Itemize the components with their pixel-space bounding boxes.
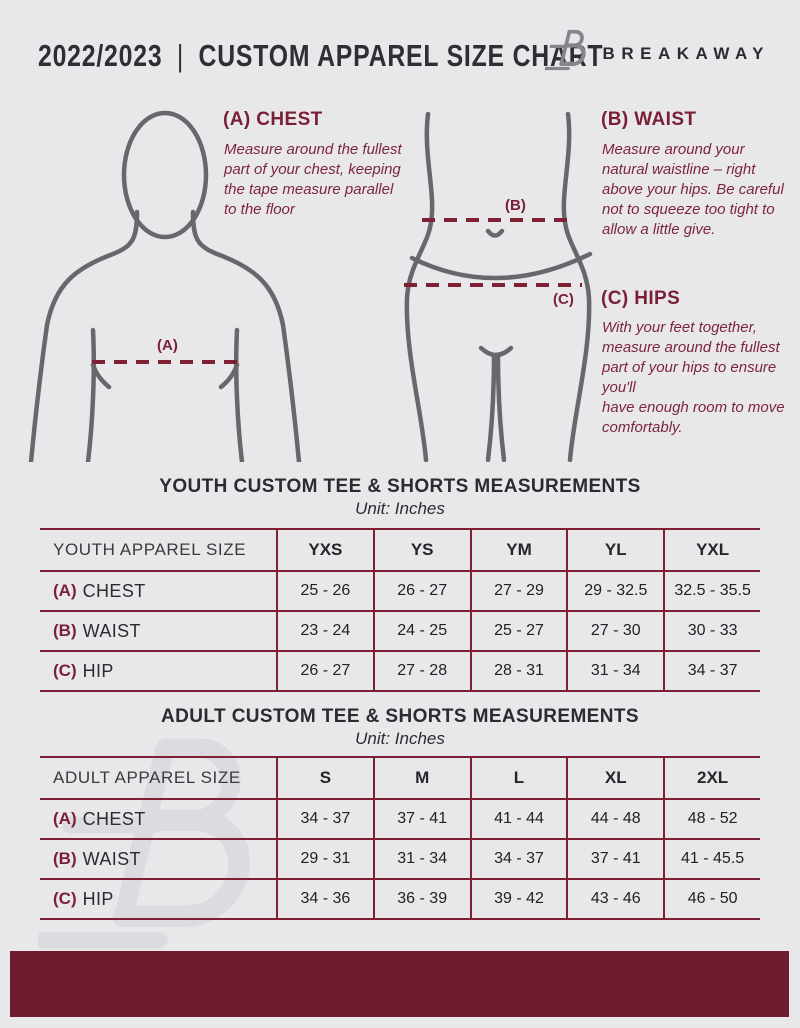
measurement-value: 27 - 28: [372, 652, 470, 690]
youth-size-table: YOUTH APPAREL SIZE YXS YS YM YL YXL (A) …: [40, 528, 760, 692]
size-header-yxs: YXS: [276, 530, 373, 570]
measurement-value: 37 - 41: [372, 800, 470, 838]
size-header-ym: YM: [469, 530, 567, 570]
adult-table-header-row: ADULT APPAREL SIZE S M L XL 2XL: [40, 758, 760, 800]
measurement-value: 25 - 26: [276, 572, 373, 610]
youth-table-header-row: YOUTH APPAREL SIZE YXS YS YM YL YXL: [40, 530, 760, 572]
season-label: 2022/2023: [38, 38, 163, 73]
row-prefix: (A): [53, 809, 77, 828]
measurement-value: 48 - 52: [663, 800, 760, 838]
size-header-l: L: [469, 758, 567, 798]
brand-lockup: BREAKAWAY: [544, 26, 770, 81]
lower-body-figure: [404, 112, 593, 462]
measurement-value: 26 - 27: [276, 652, 373, 690]
size-header-xl: XL: [566, 758, 663, 798]
measurement-value: 26 - 27: [372, 572, 470, 610]
row-prefix: (B): [53, 849, 77, 868]
youth-hip-row: (C) HIP 26 - 27 27 - 28 28 - 31 31 - 34 …: [40, 652, 760, 692]
page-title: 2022/2023 | CUSTOM APPAREL SIZE CHART: [38, 38, 603, 74]
measurement-value: 34 - 37: [276, 800, 373, 838]
measurement-value: 27 - 30: [566, 612, 663, 650]
row-label: WAIST: [82, 620, 141, 641]
row-label-cell: (B) WAIST: [40, 840, 276, 878]
measurement-value: 46 - 50: [663, 880, 760, 918]
size-header-ys: YS: [372, 530, 470, 570]
row-label: CHEST: [82, 808, 146, 829]
chest-guide-heading: (A) CHEST: [223, 109, 323, 130]
measurement-value: 31 - 34: [566, 652, 663, 690]
chart-title: CUSTOM APPAREL SIZE CHART: [198, 38, 604, 73]
breakaway-b-logo-icon: [544, 26, 591, 81]
measurement-value: 32.5 - 35.5: [663, 572, 760, 610]
waist-guide-text: Measure around your natural waistline – …: [602, 141, 784, 238]
measurement-value: 30 - 33: [663, 612, 760, 650]
size-header-2xl: 2XL: [663, 758, 760, 798]
waist-guide-heading: (B) WAIST: [601, 109, 697, 130]
measurement-value: 29 - 31: [276, 840, 373, 878]
row-label-cell: (A) CHEST: [40, 572, 276, 610]
measurement-value: 29 - 32.5: [566, 572, 663, 610]
measurement-value: 34 - 37: [469, 840, 567, 878]
row-label-cell: (A) CHEST: [40, 800, 276, 838]
measurement-value: 41 - 45.5: [663, 840, 760, 878]
adult-table-unit: Unit: Inches: [355, 729, 445, 748]
row-prefix: (C): [53, 661, 77, 680]
size-header-yxl: YXL: [663, 530, 760, 570]
hips-marker-label: (C): [553, 291, 574, 308]
row-label: WAIST: [82, 848, 141, 869]
size-header-s: S: [276, 758, 373, 798]
measurement-value: 39 - 42: [469, 880, 567, 918]
breakaway-b-watermark-icon: [35, 718, 278, 985]
measurement-value: 23 - 24: [276, 612, 373, 650]
measurement-value: 31 - 34: [372, 840, 470, 878]
row-label-cell: (C) HIP: [40, 880, 276, 918]
measurement-value: 34 - 36: [276, 880, 373, 918]
row-label: HIP: [82, 660, 114, 681]
chest-marker-label: (A): [157, 337, 178, 354]
youth-size-column-header: YOUTH APPAREL SIZE: [53, 540, 247, 559]
title-separator: |: [176, 38, 185, 73]
waist-marker-label: (B): [505, 197, 526, 214]
adult-size-column-header: ADULT APPAREL SIZE: [53, 768, 241, 787]
adult-hip-row: (C) HIP 34 - 36 36 - 39 39 - 42 43 - 46 …: [40, 880, 760, 920]
measurement-value: 44 - 48: [566, 800, 663, 838]
hips-guide-heading: (C) HIPS: [601, 288, 681, 309]
chest-guide-text: Measure around the fullest part of your …: [224, 141, 402, 218]
row-label-cell: (B) WAIST: [40, 612, 276, 650]
measurement-value: 25 - 27: [469, 612, 567, 650]
measurement-value: 34 - 37: [663, 652, 760, 690]
measurement-value: 37 - 41: [566, 840, 663, 878]
measurement-value: 27 - 29: [469, 572, 567, 610]
youth-table-unit: Unit: Inches: [355, 499, 445, 518]
size-header-m: M: [372, 758, 470, 798]
adult-size-table: ADULT APPAREL SIZE S M L XL 2XL (A) CHES…: [40, 756, 760, 920]
size-header-yl: YL: [566, 530, 663, 570]
adult-table-title: ADULT CUSTOM TEE & SHORTS MEASUREMENTS: [161, 706, 639, 727]
measurement-value: 28 - 31: [469, 652, 567, 690]
row-label: HIP: [82, 888, 114, 909]
hips-guide-text: With your feet together, measure around …: [602, 319, 785, 436]
row-prefix: (A): [53, 581, 77, 600]
row-label-cell: (C) HIP: [40, 652, 276, 690]
measurement-value: 36 - 39: [372, 880, 470, 918]
adult-waist-row: (B) WAIST 29 - 31 31 - 34 34 - 37 37 - 4…: [40, 840, 760, 880]
youth-chest-row: (A) CHEST 25 - 26 26 - 27 27 - 29 29 - 3…: [40, 572, 760, 612]
youth-waist-row: (B) WAIST 23 - 24 24 - 25 25 - 27 27 - 3…: [40, 612, 760, 652]
footer-accent-band: [10, 951, 789, 1017]
youth-table-title: YOUTH CUSTOM TEE & SHORTS MEASUREMENTS: [159, 476, 641, 497]
measurement-value: 43 - 46: [566, 880, 663, 918]
measurement-value: 24 - 25: [372, 612, 470, 650]
brand-wordmark: BREAKAWAY: [602, 43, 770, 63]
row-label: CHEST: [82, 580, 146, 601]
row-prefix: (B): [53, 621, 77, 640]
measurement-value: 41 - 44: [469, 800, 567, 838]
upper-body-figure: [28, 110, 302, 462]
adult-chest-row: (A) CHEST 34 - 37 37 - 41 41 - 44 44 - 4…: [40, 800, 760, 840]
row-prefix: (C): [53, 889, 77, 908]
